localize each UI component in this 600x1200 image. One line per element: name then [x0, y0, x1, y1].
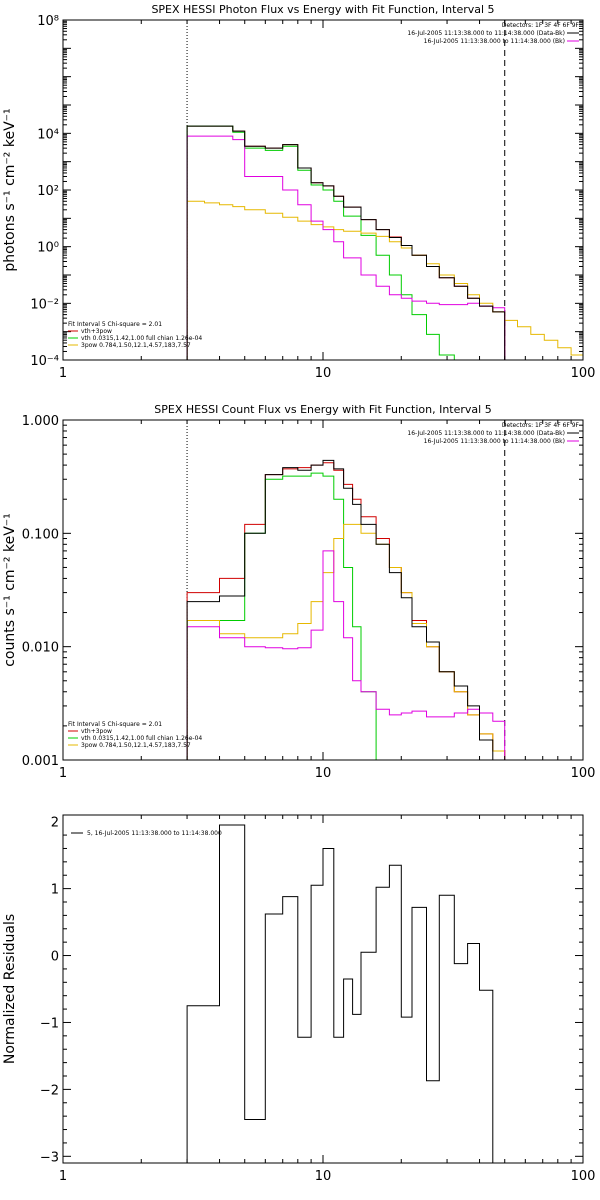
chart-title: SPEX HESSI Count Flux vs Energy with Fit… — [154, 403, 491, 416]
series-line-4 — [186, 550, 506, 760]
y-axis-label: counts s⁻¹ cm⁻² keV⁻¹ — [2, 513, 18, 667]
x-tick-label: 100 — [571, 1169, 596, 1184]
y-tick-label: 0.100 — [22, 527, 59, 542]
time-range-label-1: 16-Jul-2005 11:13:38.000 to 11:14:38.000… — [407, 430, 565, 437]
detectors-label: Detectors: 1F 3F 4F 6F 9F — [502, 422, 580, 429]
time-range-label-2: 16-Jul-2005 11:13:38.000 to 11:14:38.000… — [424, 438, 565, 445]
x-tick-label: 10 — [315, 1169, 332, 1184]
fit-component-label-3: 3pow 0.784,1.50,12.1,4.57,183,7.57 — [81, 742, 191, 749]
fit-info-label: Fit Interval 5 Chi-square = 2.01 — [68, 321, 162, 328]
series-line-5 — [186, 459, 505, 761]
fit-component-label-1: vth+3pow — [81, 728, 112, 735]
x-tick-label: 10 — [315, 766, 332, 781]
time-range-label-1: 16-Jul-2005 11:13:38.000 to 11:14:38.000… — [407, 30, 565, 37]
y-tick-label: 10⁰ — [37, 241, 59, 256]
fit-component-label-1: vth+3pow — [81, 328, 112, 335]
y-tick-label: 0.001 — [22, 754, 59, 769]
series-line-1 — [186, 462, 506, 760]
chart-panel-3: Normalized Residuals 1 10 100 −3 −2 −1 0 1 2 5, 16… — [2, 814, 596, 1184]
series-line-1 — [186, 824, 494, 1163]
y-tick-label: −1 — [40, 1016, 59, 1031]
fit-component-label-2: vth 0.0315,1.42,1.00 full chian 1.26e-04 — [81, 735, 202, 742]
x-tick-label: 100 — [571, 766, 596, 781]
x-tick-label: 10 — [315, 366, 332, 381]
chart-panel-1: SPEX HESSI Photon Flux vs Energy with Fi… — [2, 3, 595, 381]
y-axis-label: Normalized Residuals — [2, 914, 18, 1064]
series-line-2 — [186, 125, 505, 361]
series-line-2 — [186, 472, 402, 761]
y-tick-label: 0.010 — [22, 641, 59, 656]
y-tick-label: 10² — [37, 184, 59, 199]
y-tick-label: 10⁻² — [30, 297, 59, 312]
series-line-3 — [186, 200, 584, 360]
y-tick-label: 2 — [51, 816, 59, 831]
series-line-1 — [186, 125, 506, 360]
y-tick-label: 10⁸ — [37, 14, 59, 29]
x-tick-label: 1 — [59, 766, 67, 781]
detectors-label: Detectors: 1F 3F 4F 6F 9F — [502, 22, 580, 29]
y-tick-label: 10⁻⁴ — [30, 354, 59, 369]
fit-component-label-2: vth 0.0315,1.42,1.00 full chian 1.26e-04 — [81, 335, 202, 342]
y-tick-label: 10⁴ — [37, 127, 59, 142]
fit-component-label-3: 3pow 0.784,1.50,12.1,4.57,183,7.57 — [81, 342, 191, 349]
series-line-5 — [186, 125, 506, 360]
y-tick-label: 0 — [51, 950, 59, 965]
chart-panel-2: SPEX HESSI Count Flux vs Energy with Fit… — [2, 403, 595, 781]
y-tick-label: 1 — [51, 883, 59, 898]
time-range-label-2: 16-Jul-2005 11:13:38.000 to 11:14:38.000… — [424, 38, 565, 45]
y-tick-label: −2 — [40, 1083, 59, 1098]
y-axis-label: photons s⁻¹ cm⁻² keV⁻¹ — [2, 108, 18, 271]
x-tick-label: 1 — [59, 366, 67, 381]
fit-info-label: Fit Interval 5 Chi-square = 2.01 — [68, 721, 162, 728]
residual-legend-label: 5, 16-Jul-2005 11:13:38.000 to 11:14:38.… — [87, 830, 222, 837]
x-tick-label: 100 — [571, 366, 596, 381]
series-line-4 — [186, 135, 506, 360]
y-tick-label: −3 — [40, 1150, 59, 1165]
y-tick-label: 1.000 — [22, 414, 59, 429]
x-tick-label: 1 — [59, 1169, 67, 1184]
chart-title: SPEX HESSI Photon Flux vs Energy with Fi… — [151, 3, 494, 16]
